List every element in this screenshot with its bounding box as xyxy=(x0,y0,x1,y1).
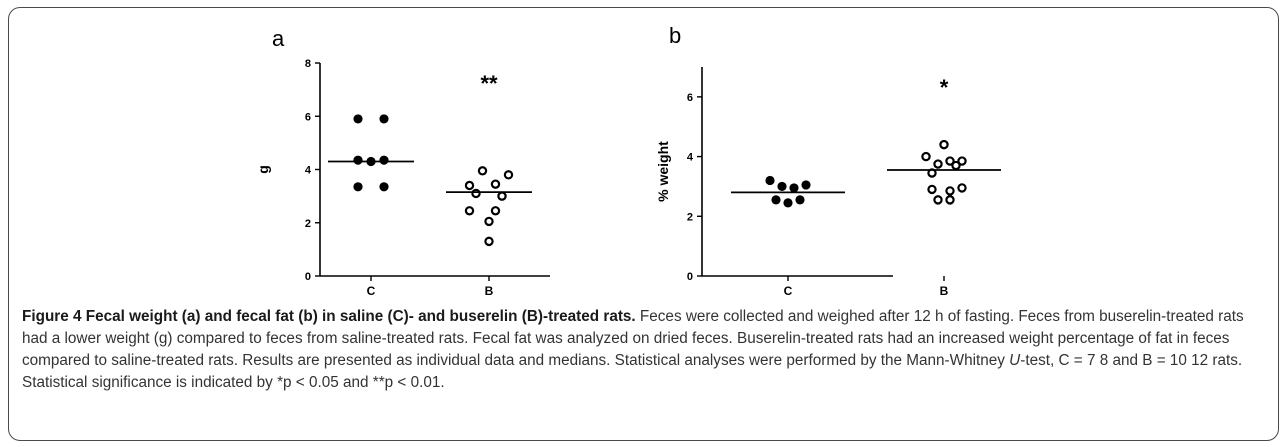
figure-charts: a 0 2 4 6 8 g C B ** b 0 2 4 6 % weight C B * xyxy=(255,23,1001,298)
chart-b-y-axis-label: % weight xyxy=(655,141,671,202)
chart-b-y-tick-label-1: 2 xyxy=(687,211,693,223)
chart-b-y-tick-label-0: 0 xyxy=(687,271,693,283)
figure-frame xyxy=(8,7,1279,441)
caption-body: Feces were collected and weighed after 1… xyxy=(22,308,1244,369)
chart-a-point-C-1 xyxy=(379,114,389,124)
chart-b-point-C-6 xyxy=(795,195,805,205)
chart-b-point-B-7 xyxy=(927,184,937,195)
chart-a-point-B-3 xyxy=(490,179,501,189)
chart-a-y-axis-label: g xyxy=(255,165,271,174)
chart-a-point-B-2 xyxy=(464,180,475,191)
chart-b-x-tick-label-1: B xyxy=(940,284,949,298)
chart-a-point-B-5 xyxy=(497,191,507,201)
chart-b-point-C-0 xyxy=(765,175,775,186)
chart-b-point-C-2 xyxy=(789,183,799,193)
chart-b-significance-0: * xyxy=(940,75,949,100)
chart-a-y-tick-label-4: 8 xyxy=(305,58,311,70)
chart-a-y-tick-label-2: 4 xyxy=(305,165,312,177)
chart-b-point-C-4 xyxy=(771,195,781,205)
chart-b-point-C-3 xyxy=(801,180,811,190)
chart-b-point-B-8 xyxy=(945,186,955,196)
figure-caption: Figure 4 Fecal weight (a) and fecal fat … xyxy=(22,306,1266,394)
chart-a-point-B-0 xyxy=(477,166,488,176)
chart-a-y-tick-label-3: 6 xyxy=(305,111,311,123)
caption-italic-u: U xyxy=(1009,352,1021,369)
chart-a-x-tick-label-1: B xyxy=(485,284,494,298)
chart-b-point-B-1 xyxy=(921,151,931,162)
chart-b-point-B-10 xyxy=(933,195,943,205)
caption-title: Figure 4 Fecal weight (a) and fecal fat … xyxy=(22,308,636,325)
caption-body-end: -test, C = 7 8 and B = 10 12 rats. Stati… xyxy=(22,352,1243,391)
chart-a-point-C-4 xyxy=(379,155,389,165)
chart-a-point-B-4 xyxy=(471,188,481,199)
chart-a-point-C-0 xyxy=(353,114,363,124)
chart-b-point-C-5 xyxy=(783,198,793,208)
chart-b-point-B-9 xyxy=(957,183,967,193)
chart-a-y-tick-label-0: 0 xyxy=(305,271,311,283)
chart-b-point-B-11 xyxy=(945,195,955,205)
chart-a-point-C-6 xyxy=(379,182,389,192)
chart-a-y-tick-label-1: 2 xyxy=(305,218,311,230)
chart-a-point-B-1 xyxy=(503,170,514,180)
chart-b-point-B-5 xyxy=(951,160,961,171)
chart-a-point-C-2 xyxy=(353,155,363,165)
chart-b-panel-label: b xyxy=(669,23,681,48)
chart-a-point-C-5 xyxy=(353,182,363,192)
chart-a-significance-0: ** xyxy=(480,71,498,96)
chart-b-x-tick-label-0: C xyxy=(784,284,793,298)
chart-a-point-B-6 xyxy=(464,206,475,216)
chart-b-point-B-4 xyxy=(933,159,943,169)
chart-b-y-tick-label-2: 4 xyxy=(687,152,694,164)
chart-a-point-B-7 xyxy=(490,206,501,216)
chart-b-point-B-0 xyxy=(939,139,949,150)
chart-b-point-C-1 xyxy=(777,181,787,192)
chart-a-x-tick-label-0: C xyxy=(367,284,376,298)
chart-b-y-tick-label-3: 6 xyxy=(687,92,693,104)
chart-a-panel-label: a xyxy=(272,26,285,51)
chart-b-point-B-2 xyxy=(945,156,955,166)
chart-a-point-B-8 xyxy=(484,216,494,227)
chart-a-point-B-9 xyxy=(484,236,494,247)
chart-b-point-B-3 xyxy=(957,156,967,166)
